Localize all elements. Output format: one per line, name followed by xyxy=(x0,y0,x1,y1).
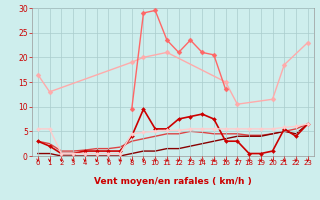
X-axis label: Vent moyen/en rafales ( km/h ): Vent moyen/en rafales ( km/h ) xyxy=(94,177,252,186)
